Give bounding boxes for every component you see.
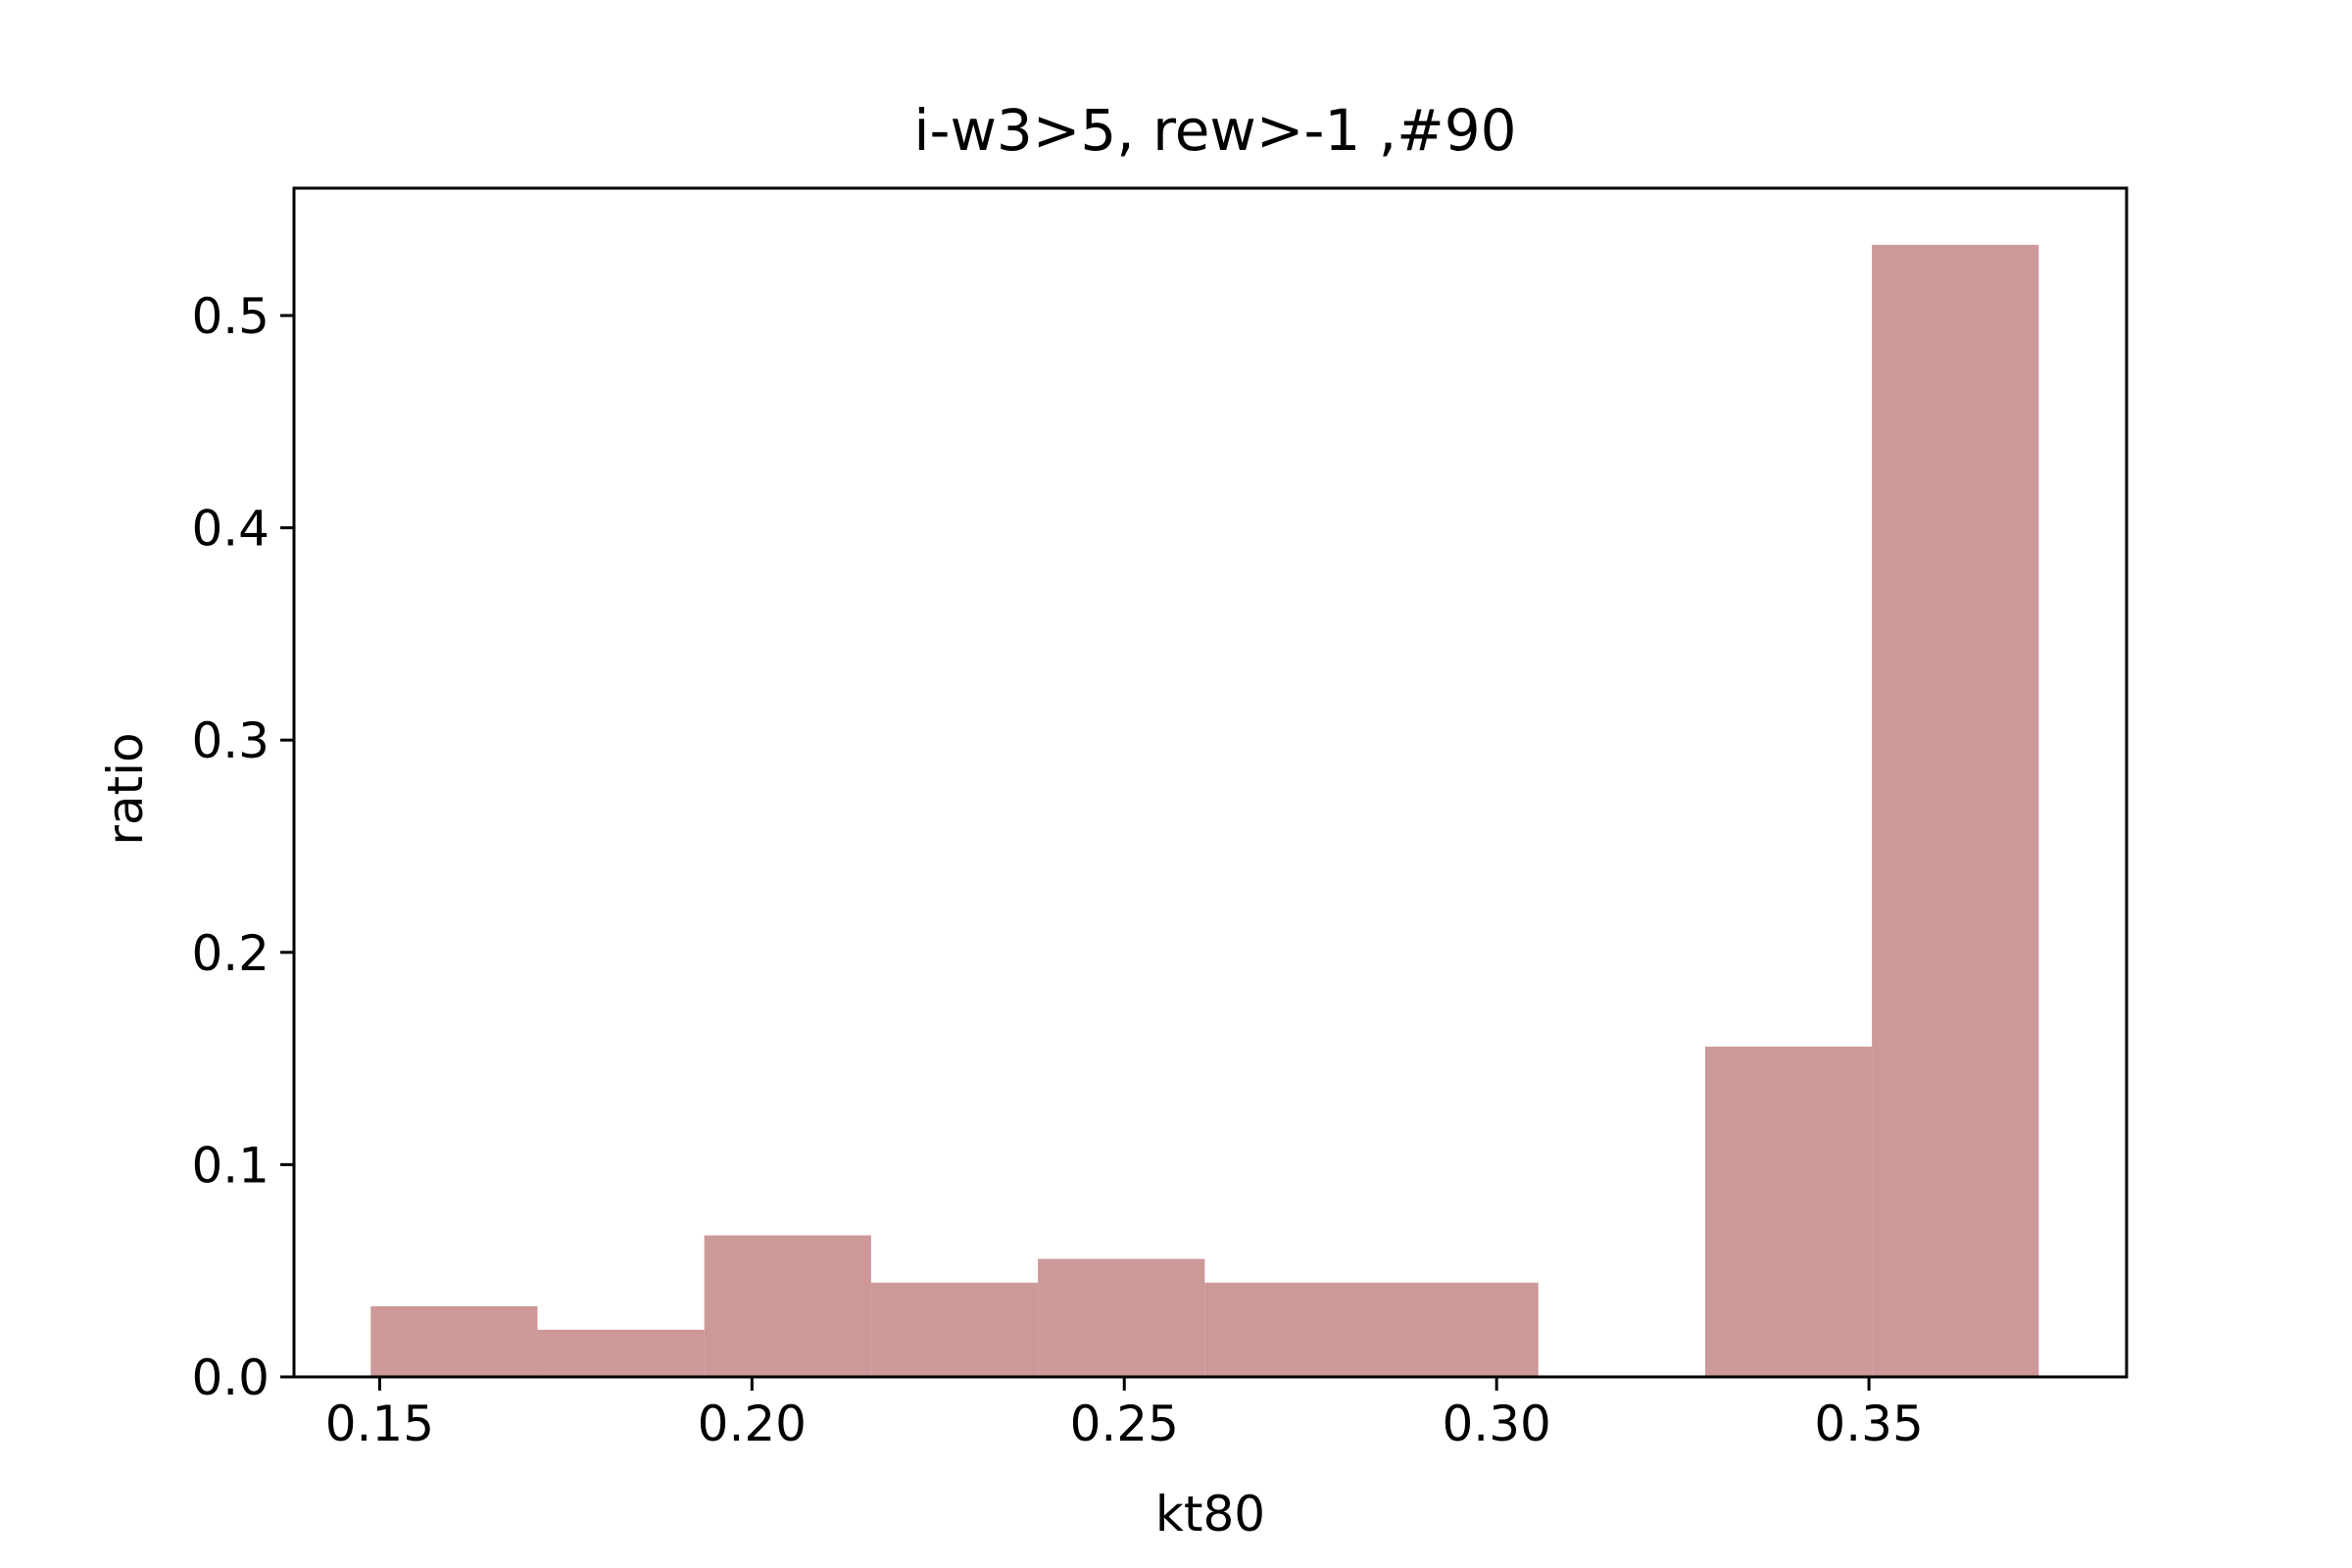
y-tick-label-5: 0.5 [191,288,270,345]
histogram-bar-6 [1371,1282,1539,1377]
histogram-bar-9 [1872,244,2039,1377]
bars-group [370,244,2039,1377]
x-tick-label-3: 0.30 [1442,1396,1550,1452]
y-tick-label-3: 0.3 [191,712,270,769]
x-tick-label-0: 0.15 [325,1396,434,1452]
y-tick-label-2: 0.2 [191,925,270,982]
x-tick-label-1: 0.20 [698,1396,807,1452]
histogram-bar-1 [537,1329,705,1377]
histogram-bar-4 [1038,1258,1205,1377]
plot-frame [292,186,2129,1379]
x-axis-label: kt80 [1155,1486,1265,1543]
histogram-bar-3 [870,1282,1039,1377]
y-axis-label: ratio [97,732,154,845]
y-axis-ticks: 0.0 0.1 0.2 0.3 0.4 0.5 [191,288,294,1406]
chart-title: i-w3>5, rew>-1 ,#90 [913,97,1516,164]
y-tick-label-4: 0.4 [191,501,270,558]
histogram-bar-2 [704,1235,871,1377]
x-axis-ticks: 0.15 0.20 0.25 0.30 0.35 [325,1377,1924,1452]
x-tick-label-2: 0.25 [1070,1396,1179,1452]
histogram-bar-5 [1204,1282,1372,1377]
histogram-bar-8 [1704,1046,1873,1377]
y-tick-label-0: 0.0 [191,1349,270,1406]
histogram-bar-0 [370,1305,538,1377]
y-tick-label-1: 0.1 [191,1137,270,1194]
x-tick-label-4: 0.35 [1814,1396,1923,1452]
